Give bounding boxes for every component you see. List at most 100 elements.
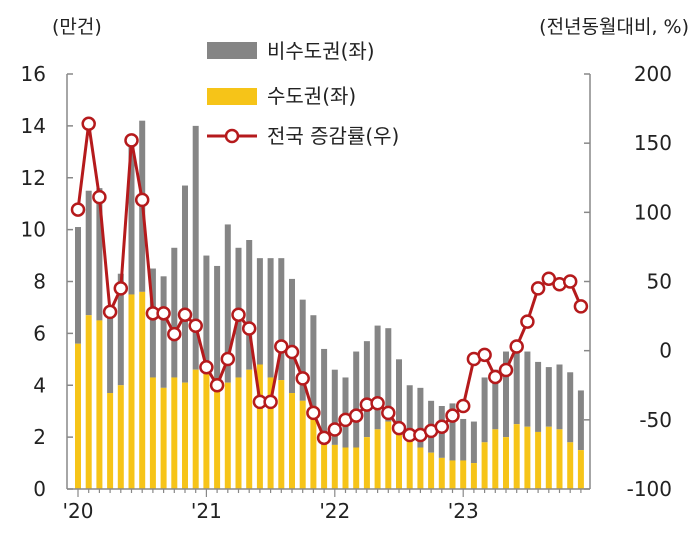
- bar-capital-2021-06: [256, 364, 263, 489]
- bar-capital-2023-04: [492, 429, 499, 489]
- right-tick-label-100: 100: [634, 200, 672, 224]
- bar-capital-2020-02: [85, 315, 92, 489]
- right-tick-label-150: 150: [634, 131, 672, 155]
- bar-non-capital-2020-05: [117, 273, 124, 386]
- bar-capital-2022-06: [385, 421, 392, 489]
- growth-point-2023-06: [509, 339, 524, 354]
- x-tick-label-2023: '23: [448, 499, 479, 523]
- growth-point-2020-03: [92, 189, 107, 205]
- legend-label-capital: 수도권(좌): [267, 84, 356, 108]
- left-tick-label-12: 12: [21, 166, 46, 190]
- right-axis-unit: (전년동월대비, %): [539, 16, 689, 38]
- bar-non-capital-2023-02: [470, 421, 477, 464]
- bar-capital-2021-09: [289, 393, 295, 489]
- bar-non-capital-2020-02: [85, 190, 92, 316]
- bar-capital-2020-11: [182, 382, 188, 489]
- legend-marker-growth: [224, 128, 240, 144]
- bar-capital-2020-09: [160, 387, 167, 489]
- growth-point-2020-07: [134, 192, 150, 208]
- bar-non-capital-2021-05: [246, 240, 253, 370]
- bar-non-capital-2022-08: [406, 385, 413, 440]
- bar-capital-2021-02: [214, 387, 221, 489]
- bar-non-capital-2023-11: [567, 372, 574, 443]
- right-tick-label-200: 200: [634, 62, 672, 86]
- bar-capital-2022-11: [438, 457, 445, 489]
- bar-non-capital-2020-09: [160, 276, 167, 388]
- growth-point-2021-12: [316, 430, 332, 446]
- growth-point-2023-11: [562, 274, 578, 289]
- bar-non-capital-2023-01: [460, 418, 467, 461]
- growth-point-2020-06: [124, 133, 139, 148]
- growth-point-2022-03: [348, 408, 364, 423]
- growth-point-2021-05: [241, 321, 257, 336]
- bar-capital-2023-05: [503, 437, 509, 489]
- bar-capital-2022-09: [417, 447, 424, 489]
- left-tick-label-14: 14: [21, 114, 46, 138]
- bar-capital-2020-06: [128, 294, 135, 489]
- growth-point-2023-04: [488, 369, 503, 385]
- growth-point-2020-10: [167, 326, 182, 342]
- bar-capital-2020-07: [139, 291, 146, 489]
- growth-point-2023-08: [530, 281, 546, 296]
- bar-capital-2022-03: [353, 447, 360, 489]
- bar-non-capital-2020-11: [182, 185, 188, 383]
- bar-non-capital-2023-04: [492, 369, 499, 430]
- growth-point-2021-04: [231, 307, 246, 322]
- growth-point-2022-11: [434, 419, 450, 434]
- growth-point-2021-01: [199, 360, 214, 375]
- axes-layer: 0 2 4 6 8 10 12 14 16 -100 -50 0 50 100 150 200 '20 '21 '2…: [21, 16, 689, 523]
- bar-capital-2021-01: [203, 369, 210, 489]
- bar-capital-2022-02: [342, 447, 349, 489]
- bar-capital-2023-08: [535, 431, 542, 489]
- bar-non-capital-2021-10: [299, 299, 306, 401]
- right-tick-label--100: -100: [627, 477, 672, 501]
- bar-non-capital-2022-09: [417, 387, 424, 448]
- bar-non-capital-2023-03: [481, 377, 488, 443]
- growth-point-2023-03: [477, 347, 492, 363]
- left-axis-unit: (만건): [52, 16, 102, 38]
- bar-non-capital-2022-12: [449, 403, 456, 461]
- bar-capital-2020-12: [192, 369, 199, 489]
- growth-point-2022-07: [391, 420, 407, 436]
- left-tick-label-0: 0: [33, 477, 46, 501]
- right-tick-label-50: 50: [647, 270, 672, 294]
- left-tick-label-4: 4: [33, 373, 46, 397]
- growth-point-2020-11: [177, 307, 193, 322]
- bar-capital-2021-04: [235, 377, 242, 489]
- bar-capital-2021-10: [299, 400, 306, 489]
- bar-non-capital-2023-06: [513, 341, 520, 425]
- bar-capital-2020-05: [117, 385, 124, 489]
- bar-non-capital-2022-07: [396, 359, 402, 432]
- growth-point-2020-09: [156, 306, 171, 321]
- bar-non-capital-2021-12: [321, 348, 328, 438]
- bar-non-capital-2023-07: [524, 351, 531, 427]
- growth-point-2022-12: [445, 408, 460, 423]
- bar-non-capital-2021-06: [256, 258, 263, 365]
- bar-capital-2022-07: [396, 431, 402, 489]
- growth-point-2023-12: [573, 299, 589, 314]
- growth-point-2021-10: [295, 371, 310, 386]
- bar-non-capital-2023-09: [545, 367, 552, 427]
- bar-capital-2023-02: [470, 463, 477, 489]
- growth-point-2023-09: [541, 271, 557, 286]
- growth-point-2022-05: [370, 395, 385, 411]
- bar-non-capital-2023-08: [535, 361, 542, 432]
- bar-non-capital-2021-11: [310, 315, 317, 419]
- bar-non-capital-2020-01: [75, 227, 81, 344]
- line-layer: [70, 116, 589, 446]
- growth-point-2020-01: [70, 202, 86, 217]
- bar-capital-2022-01: [331, 444, 338, 489]
- legend-label-growth: 전국 증감률(우): [267, 124, 399, 148]
- bar-capital-2023-11: [567, 442, 574, 489]
- x-tick-label-2021: '21: [191, 499, 222, 523]
- bar-capital-2022-12: [449, 460, 456, 489]
- right-tick-label--50: -50: [639, 408, 672, 432]
- growth-point-2020-05: [113, 281, 129, 296]
- bar-capital-2022-04: [363, 437, 370, 489]
- bar-capital-2022-05: [374, 429, 381, 489]
- right-tick-label-0: 0: [659, 339, 672, 363]
- bar-capital-2020-03: [96, 320, 103, 489]
- growth-point-2021-03: [220, 351, 236, 367]
- left-tick-label-6: 6: [33, 321, 46, 345]
- bar-non-capital-2022-01: [331, 369, 338, 445]
